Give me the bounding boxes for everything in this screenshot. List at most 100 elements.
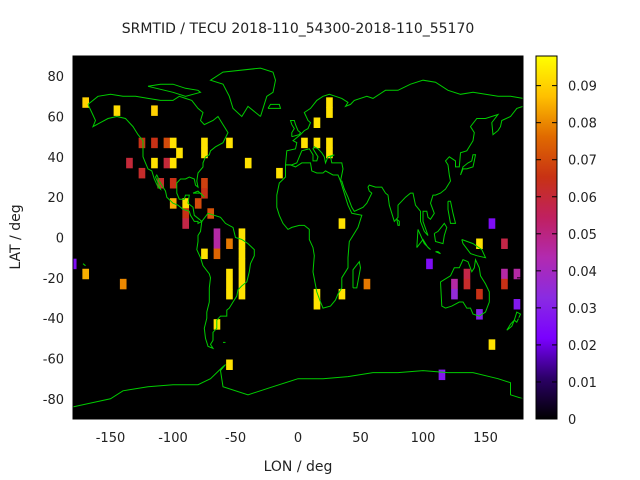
coastline xyxy=(209,67,277,118)
y-tick-label: 60 xyxy=(47,111,64,126)
data-cell xyxy=(163,157,171,169)
coastline xyxy=(276,162,363,309)
data-cell xyxy=(169,178,177,189)
coastline xyxy=(147,83,202,97)
data-cell xyxy=(113,105,121,116)
data-cell xyxy=(226,359,233,370)
data-cell xyxy=(119,278,127,290)
x-axis-label: LON / deg xyxy=(264,459,333,475)
x-tick-label: 150 xyxy=(473,431,498,446)
data-cell xyxy=(176,147,183,159)
chart-title: SRMTID / TECU 2018-110_54300-2018-110_55… xyxy=(122,21,475,37)
data-cell xyxy=(363,278,371,290)
data-cell xyxy=(276,167,283,179)
data-cell xyxy=(207,208,215,219)
data-cell xyxy=(169,137,177,149)
data-cell xyxy=(326,147,333,159)
data-cell xyxy=(238,248,246,260)
data-cell xyxy=(488,339,496,350)
coastlines xyxy=(73,67,523,408)
y-axis-label: LAT / deg xyxy=(8,204,24,269)
y-tick-label: -80 xyxy=(43,393,64,408)
coastline xyxy=(192,190,205,198)
y-tick-label: -60 xyxy=(43,353,64,368)
x-tick-label: -100 xyxy=(158,431,188,446)
data-cell xyxy=(426,258,433,270)
colorbar-tick-label: 0 xyxy=(568,413,576,428)
coastline xyxy=(285,105,523,236)
data-cells xyxy=(73,97,521,381)
coastline xyxy=(267,103,282,109)
data-cell xyxy=(326,97,333,108)
y-tick-label: -40 xyxy=(43,312,64,327)
data-cell xyxy=(438,369,446,381)
coastline xyxy=(416,229,431,250)
data-cell xyxy=(513,299,521,310)
data-cell xyxy=(476,288,483,300)
data-cell xyxy=(313,137,321,149)
data-cell xyxy=(182,198,190,209)
coastline xyxy=(352,260,362,289)
x-axis-ticks: -150 -100 -50 0 50 100 150 xyxy=(96,56,498,446)
data-cell xyxy=(151,105,158,116)
y-tick-label: 20 xyxy=(47,191,64,206)
data-cell xyxy=(244,157,252,169)
data-cell xyxy=(301,137,308,149)
data-cell xyxy=(476,238,483,249)
data-cell xyxy=(201,188,208,199)
coastline xyxy=(289,120,302,138)
data-cell xyxy=(326,137,333,149)
data-cell xyxy=(201,137,208,149)
y-tick-label: -20 xyxy=(43,272,64,287)
data-cell xyxy=(213,248,221,260)
data-cell xyxy=(82,268,90,280)
coastline xyxy=(433,222,448,245)
colorbar-tick-label: 0.02 xyxy=(568,339,597,354)
coastline xyxy=(447,200,457,224)
data-cell xyxy=(463,278,471,290)
data-cell xyxy=(138,167,146,179)
data-cell xyxy=(513,268,521,280)
y-axis-ticks: 80 60 40 20 0 -20 -40 -60 -80 xyxy=(43,70,523,408)
x-tick-label: 50 xyxy=(352,431,369,446)
data-cell xyxy=(238,278,246,290)
data-cell xyxy=(126,157,133,169)
y-tick-label: 0 xyxy=(56,232,64,247)
data-cell xyxy=(213,228,221,239)
data-cell xyxy=(313,117,321,128)
coastline xyxy=(506,319,515,331)
coastline xyxy=(73,364,523,408)
plot-area xyxy=(73,56,523,419)
data-cell xyxy=(201,178,208,189)
data-cell xyxy=(226,288,233,300)
x-tick-label: -150 xyxy=(96,431,126,446)
data-cell xyxy=(238,258,246,270)
coastline xyxy=(461,239,487,259)
colorbar-tick-label: 0.01 xyxy=(568,376,597,391)
data-cell xyxy=(226,268,233,280)
colorbar-tick-label: 0.06 xyxy=(568,191,597,206)
coastline xyxy=(196,212,255,350)
coastline xyxy=(440,257,490,317)
data-cell xyxy=(238,288,246,300)
coastline xyxy=(513,311,522,323)
data-cell xyxy=(151,137,158,149)
coastline xyxy=(435,251,441,255)
coastline xyxy=(82,263,86,267)
data-cell xyxy=(201,248,208,260)
data-cell xyxy=(476,309,483,320)
colorbar-tick-label: 0.05 xyxy=(568,228,597,243)
colorbar-tick-label: 0.08 xyxy=(568,117,597,132)
data-cell xyxy=(313,288,321,300)
data-cell xyxy=(182,218,190,229)
data-cell xyxy=(138,137,146,149)
colorbar xyxy=(535,55,558,420)
x-tick-label: 0 xyxy=(294,431,302,446)
data-cell xyxy=(238,228,246,239)
data-cell xyxy=(238,238,246,249)
colorbar-tick-label: 0.04 xyxy=(568,265,597,280)
colorbar-tick-label: 0.03 xyxy=(568,302,597,317)
data-cell xyxy=(501,268,508,280)
data-cell xyxy=(226,137,233,149)
